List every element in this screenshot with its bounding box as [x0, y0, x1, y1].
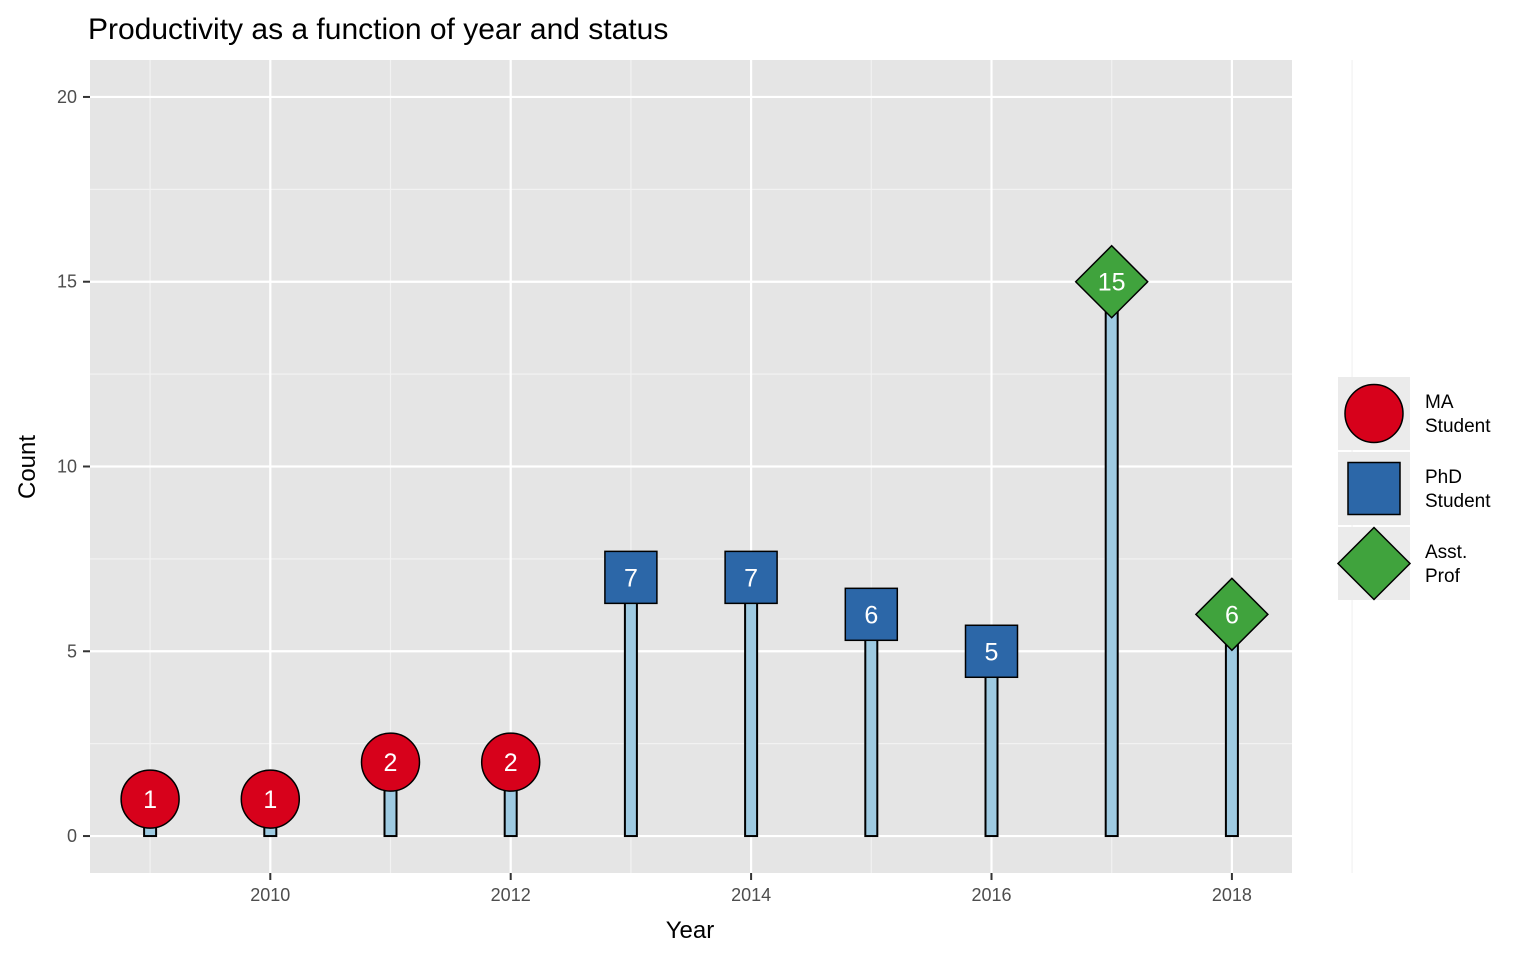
legend-diamond-symbol [1336, 526, 1412, 601]
square-marker-2016 [964, 624, 1019, 679]
data-label-2016: 5 [985, 638, 999, 666]
x-tick-label: 2012 [491, 885, 531, 905]
data-label-2009: 1 [143, 786, 157, 814]
circle-marker-2012 [480, 732, 541, 792]
circle-marker-2009 [120, 769, 180, 829]
x-axis-title: Year [666, 917, 715, 944]
y-axis-title: Count [14, 435, 41, 499]
data-label-2014: 7 [744, 564, 758, 592]
chart-title: Productivity as a function of year and s… [88, 13, 668, 46]
data-label-2011: 2 [384, 749, 398, 777]
y-axis: 0 5 10 15 20 [57, 87, 90, 846]
y-tick-label: 20 [57, 87, 77, 107]
x-tick-label: 2016 [971, 885, 1011, 905]
bar-stem-2017 [1104, 280, 1119, 838]
circle-marker-2011 [360, 732, 421, 792]
y-tick-label: 0 [67, 826, 77, 846]
data-label-2017: 15 [1098, 269, 1126, 297]
data-label-2015: 6 [864, 601, 878, 629]
legend-label-asst: Asst. Prof [1425, 542, 1467, 587]
y-tick-label: 10 [57, 457, 77, 477]
data-label-2013: 7 [624, 564, 638, 592]
legend-label-phd: PhD Student [1425, 467, 1491, 512]
data-label-2010: 1 [263, 786, 277, 814]
bar-stem-2016 [984, 650, 999, 838]
bar-stem-2014 [744, 576, 759, 838]
y-tick-label: 15 [57, 272, 77, 292]
data-label-2012: 2 [504, 749, 518, 777]
status-markers: 1 1 2 2 7 7 6 5 15 6 [120, 244, 1269, 829]
legend-square-symbol [1347, 461, 1401, 516]
x-axis: 2010 2012 2014 2016 2018 [250, 873, 1252, 905]
x-tick-label: 2014 [731, 885, 771, 905]
legend-label-ma: MA Student [1425, 392, 1491, 437]
legend-circle-symbol [1344, 383, 1404, 444]
x-tick-label: 2018 [1212, 885, 1252, 905]
diamond-marker-2018 [1194, 577, 1269, 652]
circle-marker-2010 [240, 769, 301, 829]
diamond-marker-2017 [1074, 244, 1149, 319]
square-marker-2014 [724, 550, 778, 605]
bar-stem-2015 [864, 613, 879, 838]
y-tick-label: 5 [67, 641, 77, 661]
legend: MA Student PhD Student Asst. Prof [1336, 377, 1491, 601]
data-label-2018: 6 [1225, 601, 1239, 629]
x-tick-label: 2010 [250, 885, 290, 905]
square-marker-2015 [844, 587, 899, 642]
square-marker-2013 [604, 550, 658, 605]
bar-stem-2013 [623, 576, 638, 838]
